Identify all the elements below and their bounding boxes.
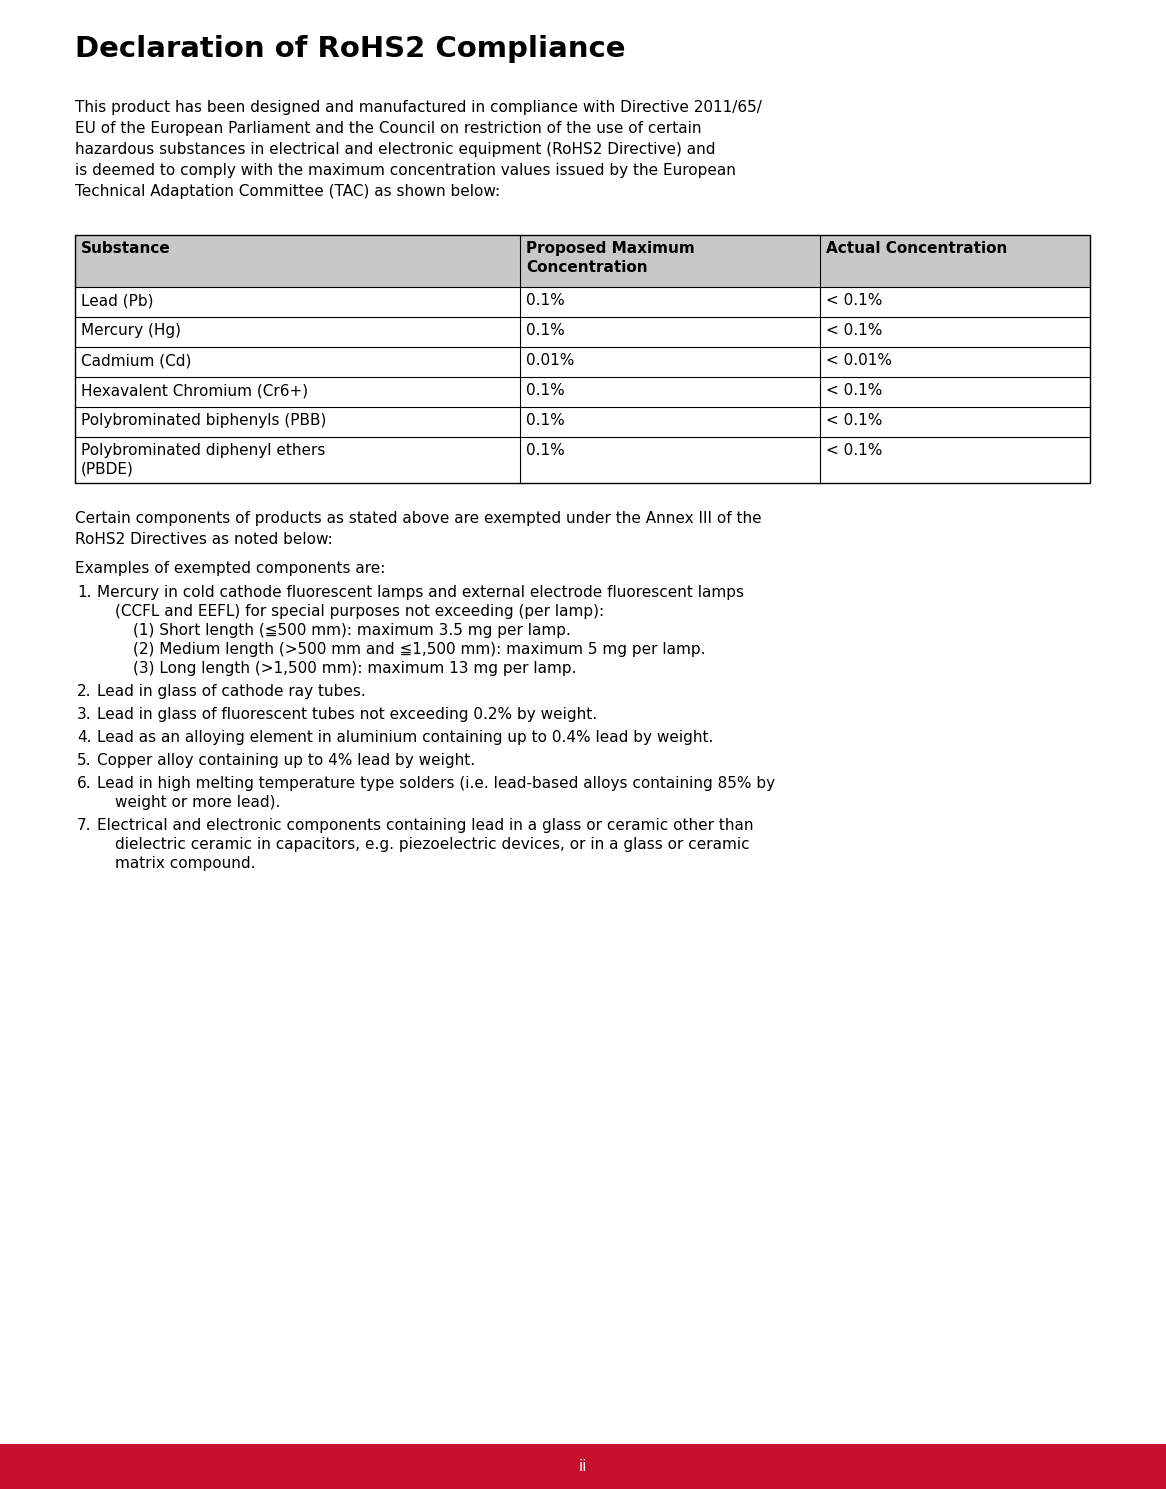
Text: dielectric ceramic in capacitors, e.g. piezoelectric devices, or in a glass or c: dielectric ceramic in capacitors, e.g. p… [115,837,750,852]
Text: 0.1%: 0.1% [526,444,564,459]
Text: matrix compound.: matrix compound. [115,856,255,871]
Text: 0.01%: 0.01% [526,353,575,368]
Text: 4.: 4. [77,730,91,744]
Text: 0.1%: 0.1% [526,293,564,308]
Text: This product has been designed and manufactured in compliance with Directive 201: This product has been designed and manuf… [75,100,761,200]
Bar [75,406,1090,436]
Text: Hexavalent Chromium (Cr6+): Hexavalent Chromium (Cr6+) [80,383,308,398]
Text: Certain components of products as stated above are exempted under the Annex III : Certain components of products as stated… [75,511,761,546]
Text: Proposed Maximum
Concentration: Proposed Maximum Concentration [526,241,695,275]
Bar [75,436,1090,482]
Text: 2.: 2. [77,683,91,698]
Text: 7.: 7. [77,817,91,832]
Bar [0,1444,1166,1489]
Text: Declaration of RoHS2 Compliance: Declaration of RoHS2 Compliance [75,36,625,63]
Text: 1.: 1. [77,585,91,600]
Text: 0.1%: 0.1% [526,323,564,338]
Text: < 0.1%: < 0.1% [826,412,883,427]
Text: (CCFL and EEFL) for special purposes not exceeding (per lamp):: (CCFL and EEFL) for special purposes not… [115,605,604,619]
Bar [75,235,1090,287]
Bar [75,347,1090,377]
Text: weight or more lead).: weight or more lead). [115,795,280,810]
Text: Lead (Pb): Lead (Pb) [80,293,154,308]
Text: < 0.1%: < 0.1% [826,323,883,338]
Text: < 0.1%: < 0.1% [826,383,883,398]
Bar [75,235,1090,482]
Text: (3) Long length (>1,500 mm): maximum 13 mg per lamp.: (3) Long length (>1,500 mm): maximum 13 … [133,661,576,676]
Text: Cadmium (Cd): Cadmium (Cd) [80,353,191,368]
Text: Mercury (Hg): Mercury (Hg) [80,323,181,338]
Text: < 0.1%: < 0.1% [826,293,883,308]
Text: 0.1%: 0.1% [526,383,564,398]
Text: (2) Medium length (>500 mm and ≦1,500 mm): maximum 5 mg per lamp.: (2) Medium length (>500 mm and ≦1,500 mm… [133,642,705,657]
Text: Substance: Substance [80,241,170,256]
Text: Examples of exempted components are:: Examples of exempted components are: [75,561,386,576]
Text: Actual Concentration: Actual Concentration [826,241,1007,256]
Text: 6.: 6. [77,776,92,791]
Text: Copper alloy containing up to 4% lead by weight.: Copper alloy containing up to 4% lead by… [97,753,475,768]
Bar [75,287,1090,317]
Text: Lead in glass of fluorescent tubes not exceeding 0.2% by weight.: Lead in glass of fluorescent tubes not e… [97,707,597,722]
Text: < 0.01%: < 0.01% [826,353,892,368]
Text: Electrical and electronic components containing lead in a glass or ceramic other: Electrical and electronic components con… [97,817,753,832]
Text: 3.: 3. [77,707,92,722]
Text: Polybrominated biphenyls (PBB): Polybrominated biphenyls (PBB) [80,412,326,427]
Text: Lead in high melting temperature type solders (i.e. lead-based alloys containing: Lead in high melting temperature type so… [97,776,775,791]
Text: Lead as an alloying element in aluminium containing up to 0.4% lead by weight.: Lead as an alloying element in aluminium… [97,730,714,744]
Bar [75,317,1090,347]
Bar [75,377,1090,406]
Text: 5.: 5. [77,753,91,768]
Text: Polybrominated diphenyl ethers
(PBDE): Polybrominated diphenyl ethers (PBDE) [80,444,325,476]
Text: ii: ii [578,1459,588,1474]
Text: Mercury in cold cathode fluorescent lamps and external electrode fluorescent lam: Mercury in cold cathode fluorescent lamp… [97,585,744,600]
Text: 0.1%: 0.1% [526,412,564,427]
Text: < 0.1%: < 0.1% [826,444,883,459]
Text: (1) Short length (≦500 mm): maximum 3.5 mg per lamp.: (1) Short length (≦500 mm): maximum 3.5 … [133,622,571,637]
Text: Lead in glass of cathode ray tubes.: Lead in glass of cathode ray tubes. [97,683,366,698]
